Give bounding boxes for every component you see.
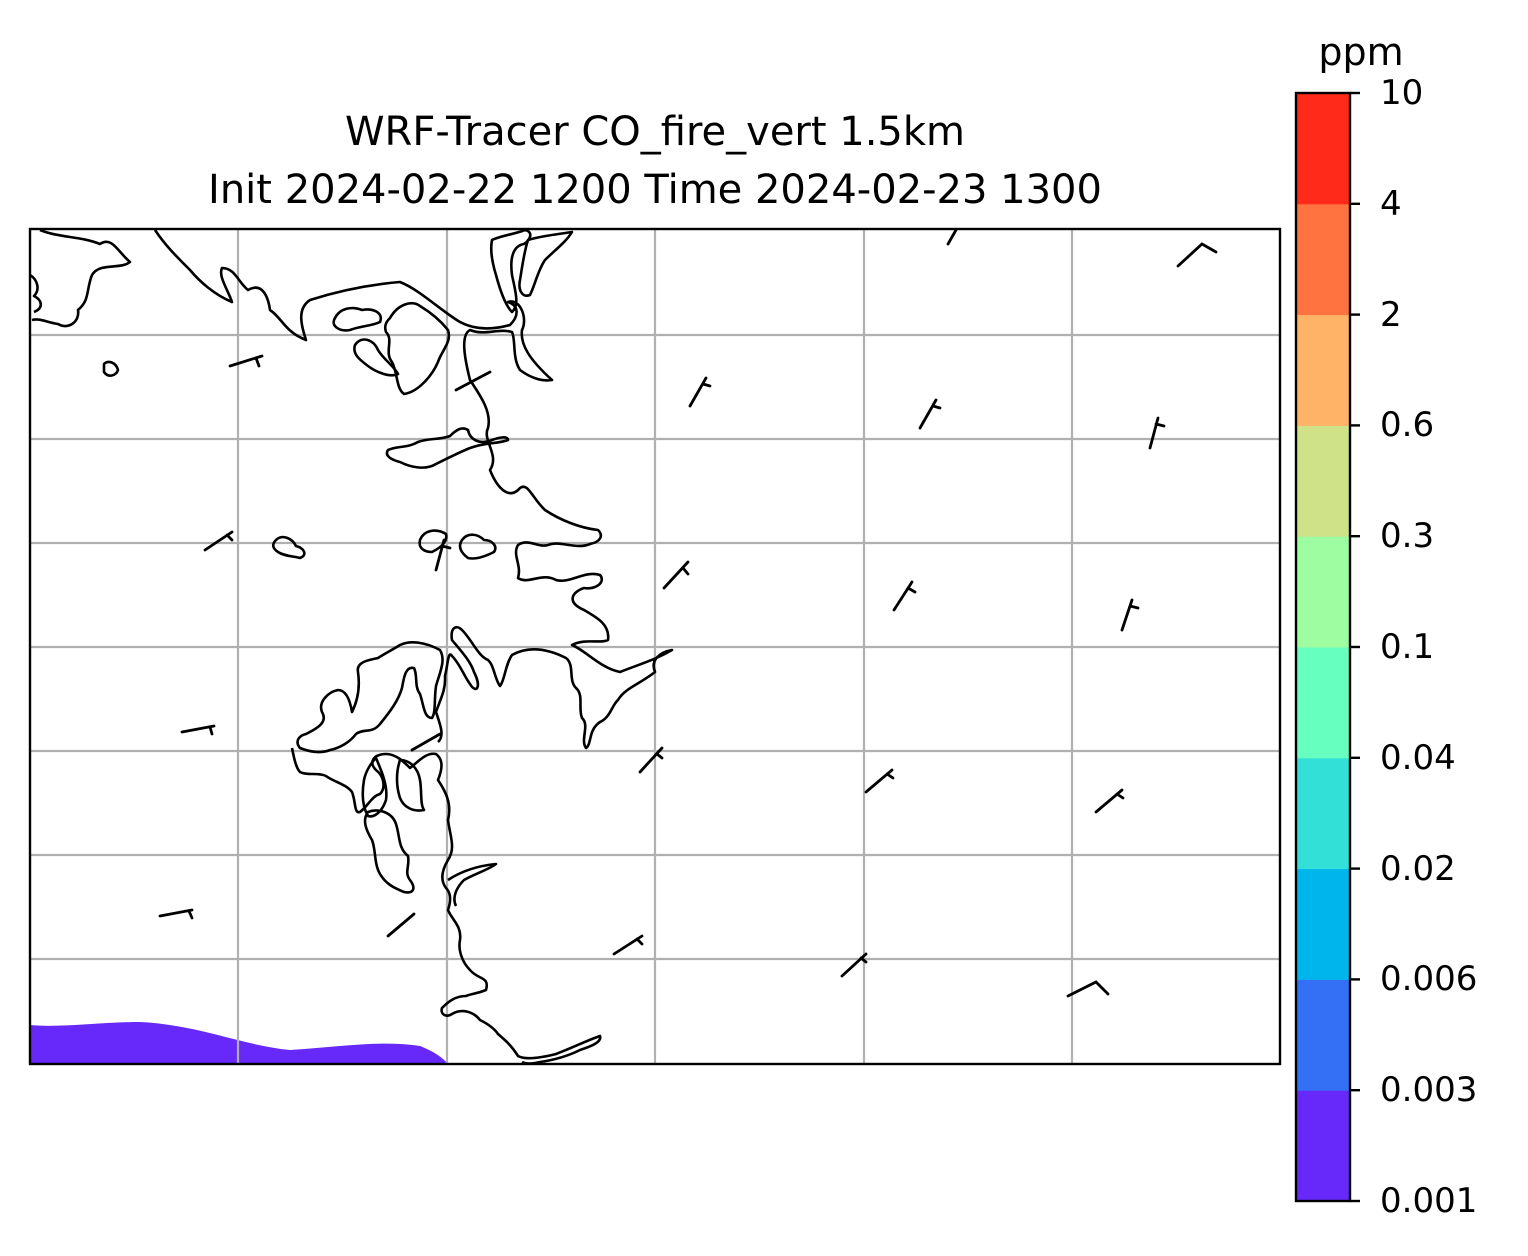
coastline-bay (332, 306, 383, 332)
coastline-island (102, 360, 120, 377)
colorbar-bin (1296, 536, 1350, 648)
coastline-peninsula (447, 862, 498, 907)
coastline-channel (385, 427, 510, 469)
coastlines (30, 229, 674, 1064)
coastline-bay (383, 302, 451, 396)
wind-barb (1066, 980, 1110, 998)
wind-barb (454, 370, 492, 392)
colorbar-tick-label: 10 (1380, 73, 1424, 113)
colorbar-bin (1296, 203, 1350, 316)
map-frame (28, 227, 1282, 1066)
colorbar-tick-label: 0.1 (1380, 627, 1435, 667)
wind-barb (410, 732, 442, 752)
wind-barb (918, 398, 942, 430)
coastline-inlet (518, 230, 574, 297)
wind-barb (892, 580, 917, 612)
wind-barb (203, 530, 234, 552)
colorbar-bin (1296, 647, 1350, 759)
colorbar-bin (1296, 93, 1350, 205)
colorbar-bin (1296, 314, 1350, 426)
wind-barb (386, 912, 416, 938)
gridlines (30, 229, 1280, 1064)
map-title: WRF-Tracer CO_fire_vert 1.5km (344, 109, 966, 155)
colorbar-tick-label: 0.001 (1380, 1181, 1478, 1221)
coastline-peninsula (296, 640, 444, 754)
colorbar-tick-label: 0.04 (1380, 737, 1456, 778)
coastline-island (458, 533, 497, 560)
coastline-peninsula (363, 809, 415, 894)
wind-barb (434, 538, 452, 572)
coastline-peninsula (361, 756, 388, 818)
colorbar-tick-label: 0.02 (1380, 848, 1456, 889)
coastline-peninsula (395, 758, 426, 812)
colorbar-ticks (1350, 91, 1360, 1203)
coastline-peninsula (290, 747, 602, 1064)
wind-barb (946, 229, 958, 246)
wind-barb (1094, 788, 1125, 814)
wind-barb (638, 746, 664, 774)
colorbar-bin (1296, 868, 1350, 980)
coastline-north (153, 229, 674, 750)
wind-barb (228, 354, 264, 368)
coastline-north (31, 229, 132, 328)
coastline-inlet (489, 229, 532, 314)
colorbar (1296, 93, 1350, 1202)
colorbar-tick-label: 4 (1380, 183, 1402, 224)
wind-barb (158, 908, 194, 920)
wind-barb (662, 560, 690, 590)
wind-barb (864, 768, 895, 794)
colorbar-tick-label: 2 (1380, 294, 1402, 335)
wind-barb (840, 952, 868, 978)
colorbar-bin (1296, 1090, 1350, 1202)
colorbar-tick-label: 0.6 (1380, 405, 1435, 446)
coastline-island (271, 535, 306, 560)
wind-barb (688, 376, 712, 408)
wind-barbs (158, 229, 1218, 998)
wind-barb (1176, 242, 1218, 268)
wind-barb (612, 934, 644, 956)
colorbar-bin (1296, 757, 1350, 870)
colorbar-bin (1296, 979, 1350, 1091)
colorbar-tick-label: 0.3 (1380, 516, 1435, 557)
coastline-bay (353, 338, 400, 377)
wind-barb (1120, 598, 1140, 632)
map-subtitle: Init 2024-02-22 1200 Time 2024-02-23 130… (208, 167, 1102, 213)
wind-barb (180, 724, 216, 736)
colorbar-tick-label: 0.006 (1380, 959, 1478, 1000)
colorbar-unit-label: ppm (1318, 30, 1404, 74)
coastline-north (30, 273, 43, 314)
wind-barb (1148, 416, 1166, 450)
colorbar-bin (1296, 425, 1350, 537)
colorbar-tick-label: 0.003 (1380, 1070, 1478, 1111)
